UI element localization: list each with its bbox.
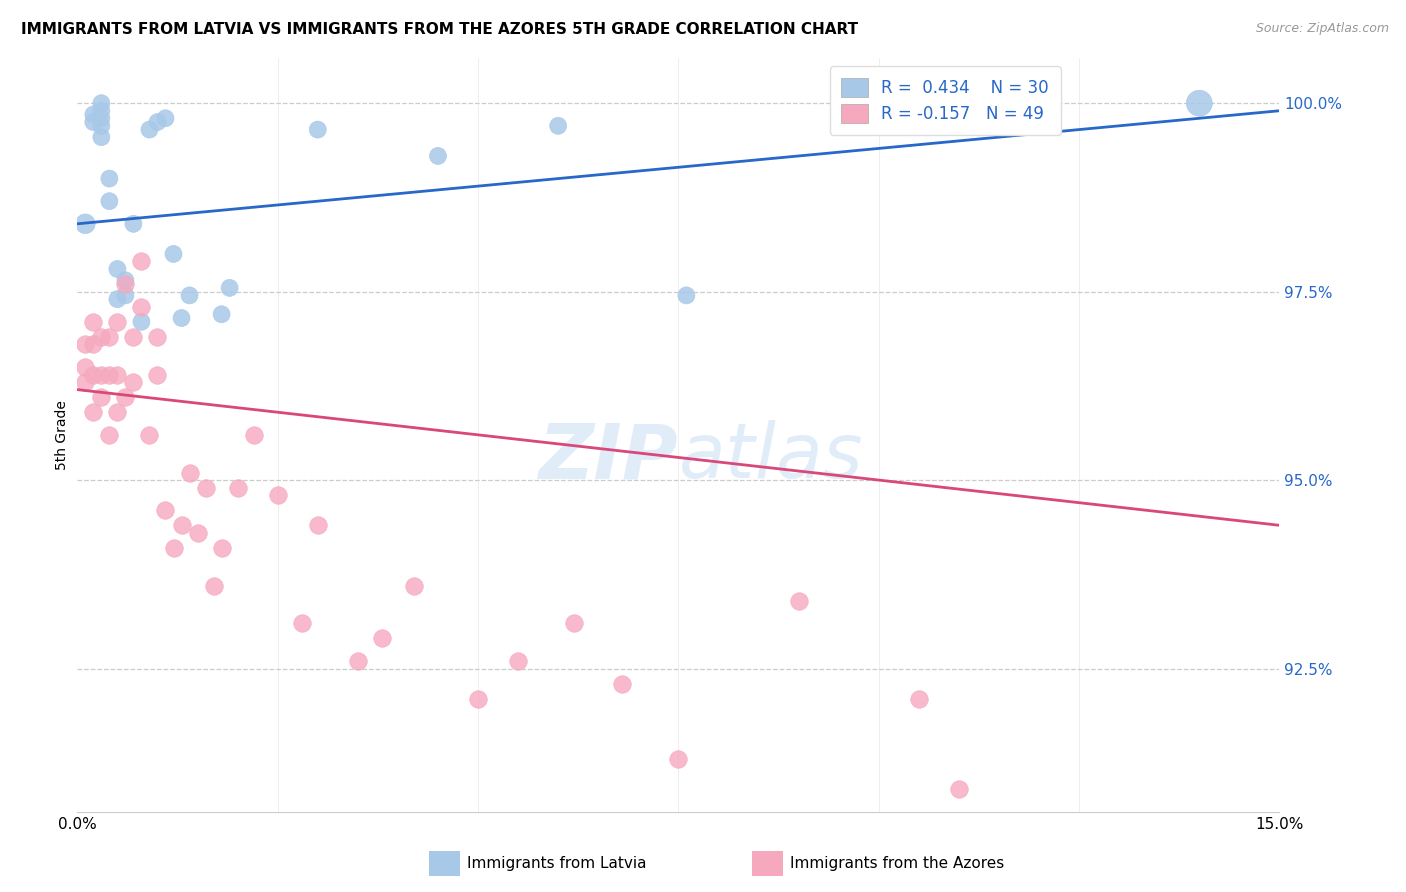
Point [155,503,177,517]
Text: Immigrants from the Azores: Immigrants from the Azores [790,856,1004,871]
Point [107,368,129,382]
Point [90,112,112,126]
Point [908,691,931,706]
Point [138,122,160,136]
Point [194,481,217,495]
Point [114,288,136,302]
Point [307,518,329,533]
Point [114,273,136,287]
Point [508,654,530,668]
Point [675,288,697,302]
Text: ZIP: ZIP [538,420,679,494]
Point [218,281,240,295]
Point [114,390,136,404]
Text: atlas: atlas [679,420,863,494]
Point [75,217,97,231]
Point [146,115,169,129]
Point [75,359,97,374]
Point [155,112,177,126]
Point [612,676,634,690]
Point [114,277,136,292]
Point [267,488,290,502]
Y-axis label: 5th Grade: 5th Grade [55,400,69,470]
Point [291,616,314,631]
Point [122,217,145,231]
Point [75,375,97,389]
Point [427,149,450,163]
Point [82,315,104,329]
Point [82,368,104,382]
Point [467,691,489,706]
Point [562,616,585,631]
Point [242,428,264,442]
Point [98,330,121,344]
Point [90,96,112,111]
Point [131,254,153,268]
Point [90,119,112,133]
Point [170,311,193,326]
Point [107,315,129,329]
Point [90,368,112,382]
Legend: R =  0.434    N = 30, R = -0.157   N = 49: R = 0.434 N = 30, R = -0.157 N = 49 [830,66,1060,135]
Point [98,368,121,382]
Point [122,375,145,389]
Point [226,481,249,495]
Point [90,330,112,344]
Point [131,315,153,329]
Point [347,654,370,668]
Point [122,330,145,344]
Point [547,119,569,133]
Point [211,541,233,555]
Point [90,390,112,404]
Point [98,428,121,442]
Point [187,525,209,540]
Point [146,368,169,382]
Point [98,171,121,186]
Point [371,632,394,646]
Point [75,337,97,351]
Point [162,247,184,261]
Point [1188,96,1211,111]
Point [107,262,129,277]
Point [170,518,193,533]
Point [90,130,112,145]
Point [402,578,425,592]
Point [90,103,112,118]
Point [211,307,233,321]
Point [162,541,184,555]
Point [146,330,169,344]
Point [82,115,104,129]
Text: Source: ZipAtlas.com: Source: ZipAtlas.com [1256,22,1389,36]
Point [307,122,329,136]
Point [107,292,129,306]
Text: Immigrants from Latvia: Immigrants from Latvia [467,856,647,871]
Point [138,428,160,442]
Point [1012,103,1035,118]
Point [179,466,201,480]
Point [668,752,690,766]
Point [202,578,225,592]
Point [82,107,104,121]
Point [131,300,153,314]
Point [98,194,121,209]
Point [82,337,104,351]
Point [179,288,201,302]
Text: IMMIGRANTS FROM LATVIA VS IMMIGRANTS FROM THE AZORES 5TH GRADE CORRELATION CHART: IMMIGRANTS FROM LATVIA VS IMMIGRANTS FRO… [21,22,858,37]
Point [787,593,810,607]
Point [107,405,129,419]
Point [948,782,970,797]
Point [82,405,104,419]
